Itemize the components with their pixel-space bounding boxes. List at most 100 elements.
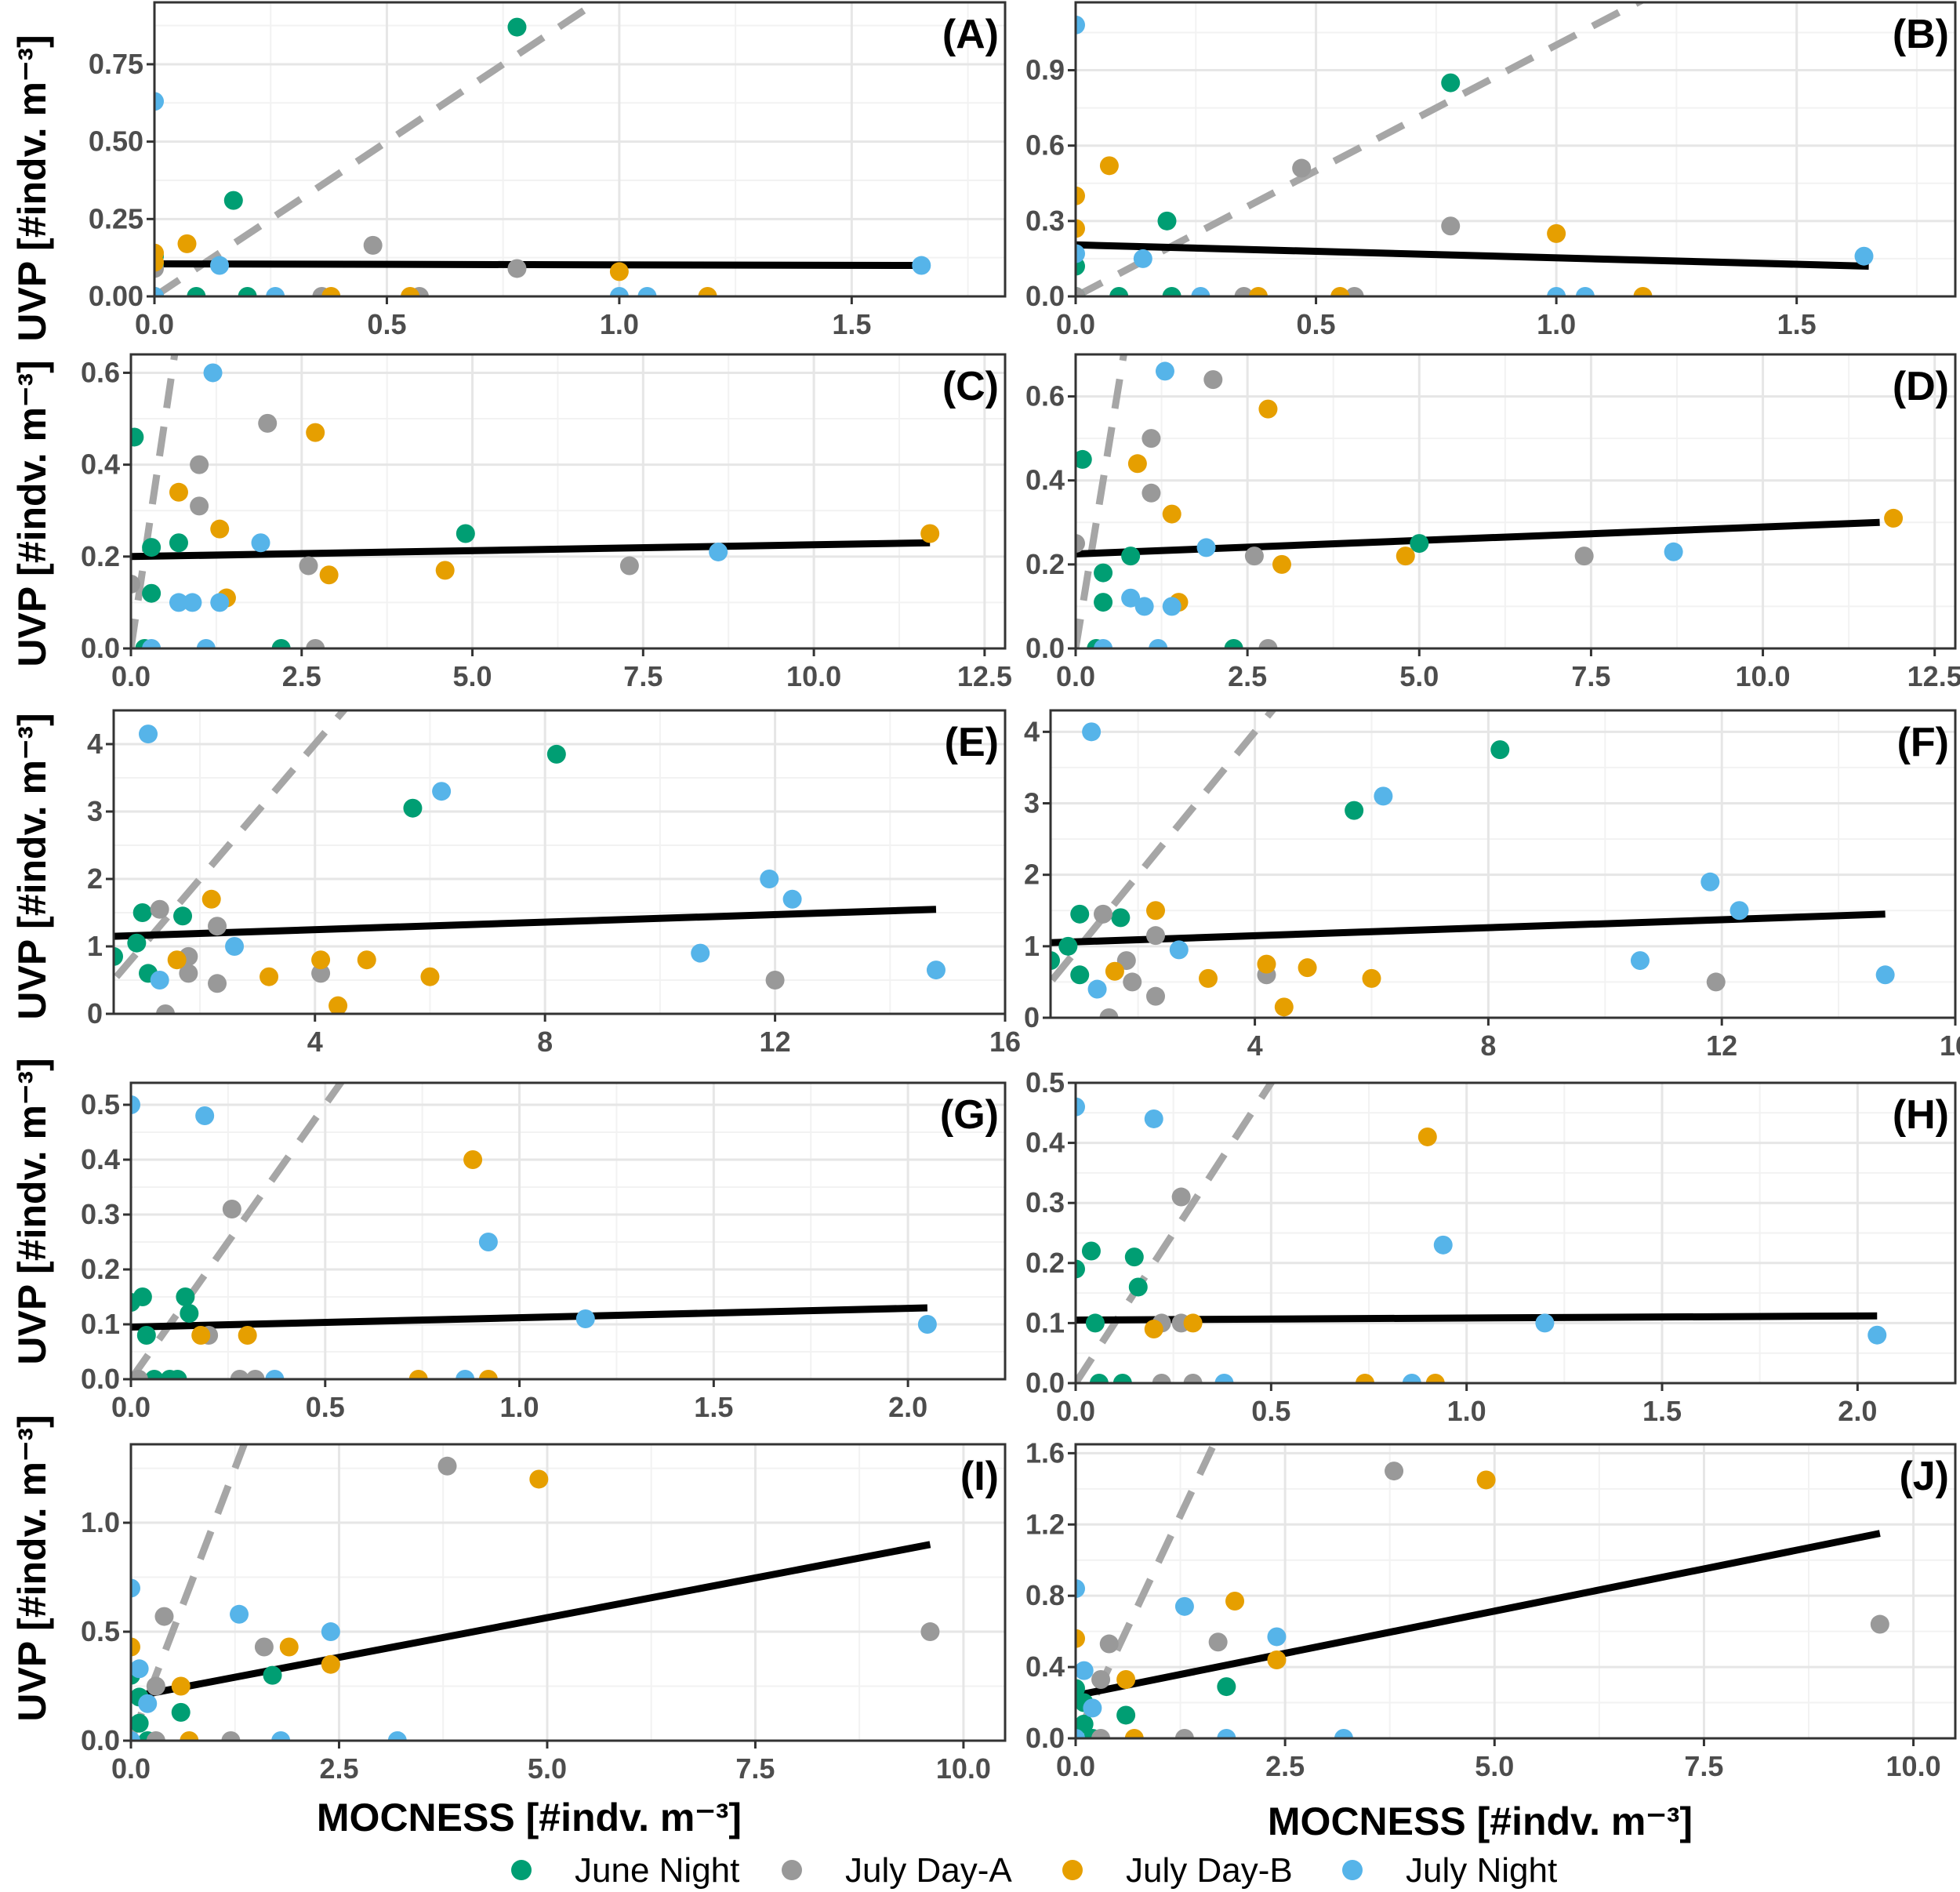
plot-area xyxy=(131,354,940,648)
data-point-july-day-a xyxy=(1094,904,1113,924)
data-point-june-night xyxy=(132,903,152,922)
x-tick-label: 2.5 xyxy=(319,1752,358,1785)
data-point-june-night xyxy=(1076,1679,1085,1698)
data-point-june-night xyxy=(1124,1247,1144,1267)
x-tick-label: 2.0 xyxy=(888,1391,927,1423)
data-point-july-night xyxy=(203,363,223,383)
data-point-july-night xyxy=(1134,597,1154,616)
y-tick-label: 1 xyxy=(1024,930,1040,962)
data-point-july-day-a xyxy=(765,971,785,990)
data-point-july-night xyxy=(1630,951,1650,971)
x-tick-label: 5.0 xyxy=(1399,660,1439,692)
x-tick-label: 7.5 xyxy=(1571,660,1610,692)
x-axis-title: MOCNESS [#indv. m⁻³] xyxy=(317,1796,742,1839)
data-point-july-night xyxy=(1191,287,1210,296)
data-point-july-day-b xyxy=(698,287,717,296)
y-tick-label: 0.5 xyxy=(81,1088,120,1120)
y-tick-label: 0.0 xyxy=(1025,1722,1065,1754)
x-axis-title: MOCNESS [#indv. m⁻³] xyxy=(1268,1799,1693,1843)
data-point-july-night xyxy=(1162,597,1181,616)
data-point-july-day-a xyxy=(311,964,331,983)
regression-line xyxy=(1076,1312,1878,1324)
data-point-june-night xyxy=(173,906,193,926)
y-axis-title: UVP [#indv. m⁻³] xyxy=(10,1058,54,1364)
data-point-july-day-a xyxy=(245,1370,265,1379)
legend-marker xyxy=(511,1860,532,1880)
y-tick-label: 0.25 xyxy=(89,202,143,234)
panel-i: 0.0 2.5 5.0 7.5 10.0 0.0 0.5 1.0 (I) xyxy=(81,1443,1007,1785)
data-point-june-night xyxy=(1081,1241,1101,1261)
data-point-june-night xyxy=(1051,951,1060,971)
data-point-july-day-b xyxy=(321,287,341,296)
data-point-july-night xyxy=(1076,1729,1085,1738)
data-point-june-night xyxy=(176,1287,195,1306)
legend-item-july-night: July Night xyxy=(1342,1851,1557,1890)
plot-area xyxy=(131,1083,937,1379)
regression-line xyxy=(131,1304,927,1331)
panel-j: 0.0 2.5 5.0 7.5 10.0 0.0 0.4 0.8 1.2 1.6 (J) xyxy=(1025,1436,1957,1782)
data-point-june-night xyxy=(1089,1374,1109,1383)
data-point-july-night xyxy=(1076,244,1085,263)
gridlines xyxy=(1076,354,1955,648)
data-point-july-night xyxy=(782,889,802,909)
data-point-july-day-b xyxy=(1116,1670,1136,1689)
data-point-july-day-b xyxy=(1144,1320,1163,1339)
panel-h: 0.0 0.5 1.0 1.5 2.0 0.0 0.1 0.2 0.3 0.4 0.5 (H) xyxy=(1025,1066,1957,1427)
panel-border xyxy=(1074,353,1957,650)
data-point-july-night xyxy=(1169,940,1189,960)
data-point-june-night xyxy=(1085,1313,1105,1333)
plot-area xyxy=(154,2,931,296)
data-point-july-day-a xyxy=(437,1456,457,1476)
data-point-july-day-a xyxy=(1171,1187,1191,1207)
data-point-june-night xyxy=(1128,1277,1148,1297)
data-point-july-night xyxy=(1547,287,1566,296)
data-point-july-day-b xyxy=(171,1676,191,1696)
y-tick-label: 0.0 xyxy=(81,1724,120,1756)
gridlines xyxy=(1076,1083,1955,1383)
regression-line xyxy=(154,260,922,270)
data-point-july-day-b xyxy=(1162,504,1181,524)
x-tick-label: 5.0 xyxy=(528,1752,567,1785)
panel-label: (G) xyxy=(940,1092,999,1138)
data-point-july-night xyxy=(131,1731,140,1741)
data-point-june-night xyxy=(131,1713,149,1733)
x-tick-label: 0.0 xyxy=(1056,660,1095,692)
data-point-july-night xyxy=(1214,1374,1234,1383)
data-point-july-day-b xyxy=(1267,1651,1287,1669)
data-point-july-day-b xyxy=(167,950,187,970)
data-point-july-day-b xyxy=(154,252,164,272)
y-tick-label: 0.3 xyxy=(1025,205,1065,237)
data-point-july-night xyxy=(1267,1627,1287,1647)
x-tick-label: 10.0 xyxy=(1736,660,1791,692)
data-point-july-day-b xyxy=(210,519,230,539)
y-tick-label: 0.6 xyxy=(1025,380,1065,412)
plot-area xyxy=(1076,1083,1887,1383)
data-point-july-day-b xyxy=(1476,1470,1496,1490)
data-point-july-night xyxy=(251,533,270,553)
data-point-july-day-a xyxy=(190,496,209,516)
plot-area xyxy=(1076,1444,1889,1738)
y-tick-label: 4 xyxy=(1024,715,1040,747)
data-point-july-day-a xyxy=(1385,1462,1404,1481)
data-point-june-night xyxy=(180,1304,199,1323)
data-point-july-day-b xyxy=(306,423,325,442)
data-point-july-day-a xyxy=(1091,1729,1111,1738)
panel-label: (B) xyxy=(1893,12,1949,57)
plot-background xyxy=(131,1083,1005,1379)
data-point-july-night xyxy=(210,256,230,275)
data-point-july-night xyxy=(210,593,230,612)
data-point-july-day-b xyxy=(1362,968,1381,988)
data-point-june-night xyxy=(1410,534,1429,554)
data-point-july-day-a xyxy=(230,1370,249,1379)
data-point-june-night xyxy=(1076,1714,1094,1734)
data-point-july-day-b xyxy=(1417,1127,1437,1146)
data-point-july-day-a xyxy=(1099,1008,1119,1018)
panel-border xyxy=(129,1443,1007,1742)
data-point-july-day-a xyxy=(1244,547,1264,566)
data-point-july-day-a xyxy=(131,574,140,594)
y-tick-label: 0.0 xyxy=(1025,1367,1065,1399)
data-point-july-day-b xyxy=(1076,186,1085,205)
data-point-july-day-b xyxy=(260,967,279,986)
data-point-june-night xyxy=(238,287,257,296)
data-point-july-day-b xyxy=(401,287,420,296)
